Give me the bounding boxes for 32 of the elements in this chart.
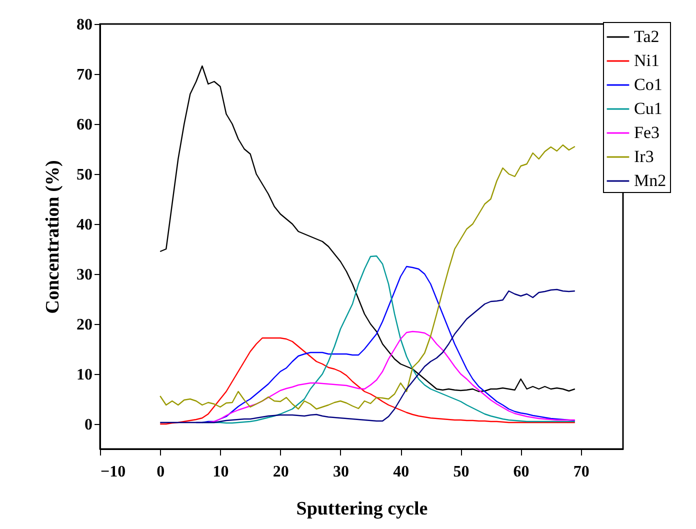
x-tick-label: 20 xyxy=(272,464,289,480)
y-tick-label: 80 xyxy=(76,16,92,34)
line-series xyxy=(160,288,576,424)
legend-label: Ta2 xyxy=(634,27,660,46)
x-axis-title: Sputtering cycle xyxy=(296,498,428,520)
y-tick-label: 20 xyxy=(76,316,92,334)
y-tick-label: 50 xyxy=(76,166,92,184)
y-axis-title: Concentration (%) xyxy=(42,160,64,314)
y-tick-label: 10 xyxy=(76,366,92,384)
legend-label: Fe3 xyxy=(634,123,660,142)
y-tick-label: 30 xyxy=(76,266,92,284)
legend-label: Ir3 xyxy=(634,147,654,166)
x-tick-label: 0 xyxy=(156,464,165,480)
y-tick-label: 40 xyxy=(76,216,92,234)
x-tick-label: 10 xyxy=(212,464,229,480)
y-tick-label: 0 xyxy=(84,416,92,434)
legend-label: Ni1 xyxy=(634,51,660,70)
line-series xyxy=(160,65,576,392)
x-tick-label: 70 xyxy=(573,464,590,480)
x-tick-label: 40 xyxy=(393,464,410,480)
legend-label: Co1 xyxy=(634,75,662,94)
y-tick-label: 60 xyxy=(76,116,92,134)
line-series xyxy=(160,337,576,425)
legend-label: Mn2 xyxy=(634,171,666,190)
x-tick-label: 30 xyxy=(332,464,349,480)
line-series xyxy=(208,330,576,424)
x-tick-label: 60 xyxy=(513,464,530,480)
x-tick-label: −10 xyxy=(100,464,126,480)
line-series xyxy=(160,144,576,410)
x-tick-label: 50 xyxy=(453,464,470,480)
y-tick-label: 70 xyxy=(76,66,92,84)
legend-label: Cu1 xyxy=(634,99,662,118)
